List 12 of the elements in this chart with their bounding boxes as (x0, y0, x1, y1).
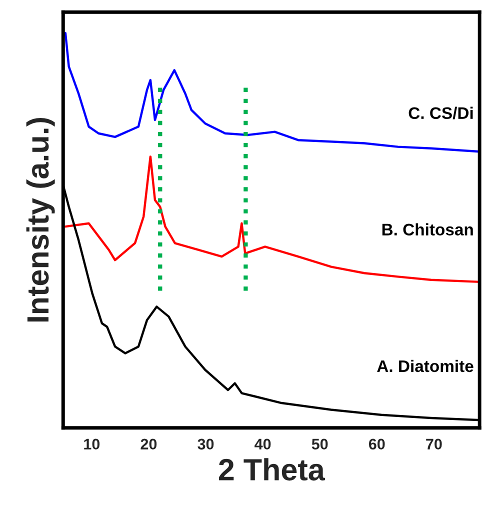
x-tick-label: 70 (426, 438, 442, 450)
x-tick-label: 30 (198, 438, 214, 450)
x-tick-label: 10 (84, 438, 100, 450)
x-tick-label: 50 (312, 438, 328, 450)
text: A. Diatomite (377, 360, 474, 372)
x-tick-label: 40 (254, 438, 271, 450)
y-axis-title: Intensity (a.u.) (26, 118, 55, 322)
x-axis-title: 2 Theta (218, 458, 326, 481)
x-tick-label: 60 (368, 438, 385, 450)
x-tick-label: 20 (140, 438, 157, 450)
series-label: C. CS/Di (408, 106, 473, 120)
text: B. Chitosan (382, 223, 473, 236)
